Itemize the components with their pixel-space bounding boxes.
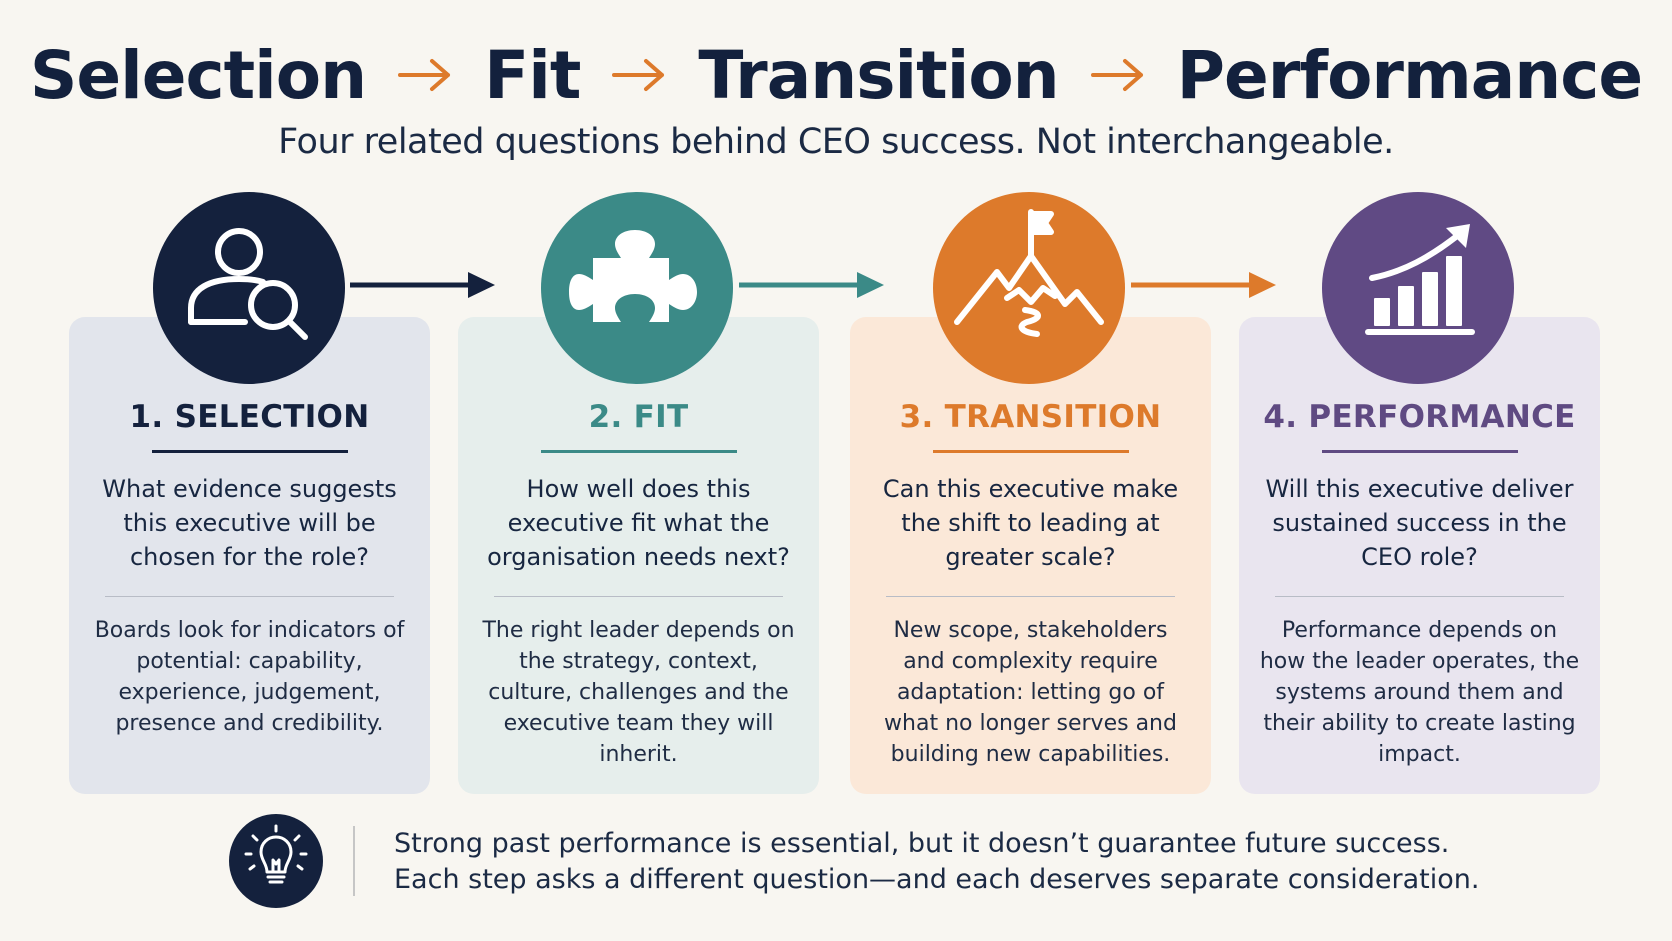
divider <box>1275 596 1564 597</box>
arrow-right-icon <box>1090 59 1143 91</box>
heading-underline <box>151 450 348 453</box>
step-question: What evidence suggests this executive wi… <box>102 475 397 571</box>
title-row: Selection Fit Transition Performance <box>0 30 1672 120</box>
connector-arrow <box>350 268 498 302</box>
step-description: Performance depends on how the leader op… <box>1259 618 1580 767</box>
person-search-icon <box>153 192 345 384</box>
step-heading: 1. SELECTION <box>129 399 370 435</box>
step-description: The right leader depends on the strategy… <box>482 618 795 767</box>
step-card-selection: 1. SELECTION What evidence suggests this… <box>69 317 430 794</box>
title-transition: Transition <box>698 36 1059 114</box>
heading-underline <box>932 450 1129 453</box>
footer-separator <box>353 826 355 896</box>
lightbulb-icon <box>229 814 323 908</box>
connector-arrow <box>1131 268 1279 302</box>
step-question: Will this executive deliver sustained su… <box>1265 475 1574 571</box>
divider <box>105 596 394 597</box>
footer-line-2: Each step asks a different question—and … <box>394 864 1480 895</box>
step-card-performance: 4. PERFORMANCE Will this executive deliv… <box>1239 317 1600 794</box>
divider <box>886 596 1175 597</box>
title-selection: Selection <box>29 36 367 114</box>
mountain-flag-icon <box>933 192 1125 384</box>
subtitle: Four related questions behind CEO succes… <box>278 122 1394 162</box>
puzzle-piece-icon <box>541 192 733 384</box>
step-card-transition: 3. TRANSITION Can this executive make th… <box>850 317 1211 794</box>
arrow-right-icon <box>612 59 665 91</box>
step-description: Boards look for indicators of potential:… <box>94 618 405 736</box>
heading-underline <box>540 450 737 453</box>
step-heading: 2. FIT <box>588 399 689 435</box>
title-fit: Fit <box>484 36 581 114</box>
bar-chart-growth-icon <box>1322 192 1514 384</box>
footer-line-1: Strong past performance is essential, bu… <box>394 828 1450 859</box>
title-performance: Performance <box>1176 36 1643 114</box>
step-description: New scope, stakeholders and complexity r… <box>884 618 1177 767</box>
step-question: How well does this executive fit what th… <box>487 475 790 571</box>
step-card-fit: 2. FIT How well does this executive fit … <box>458 317 819 794</box>
arrow-right-icon <box>398 59 451 91</box>
step-heading: 4. PERFORMANCE <box>1263 399 1576 435</box>
heading-underline <box>1321 450 1518 453</box>
step-heading: 3. TRANSITION <box>899 399 1162 435</box>
footer-note: Strong past performance is essential, bu… <box>394 826 1479 898</box>
step-question: Can this executive make the shift to lea… <box>882 475 1179 571</box>
divider <box>494 596 783 597</box>
connector-arrow <box>739 268 887 302</box>
